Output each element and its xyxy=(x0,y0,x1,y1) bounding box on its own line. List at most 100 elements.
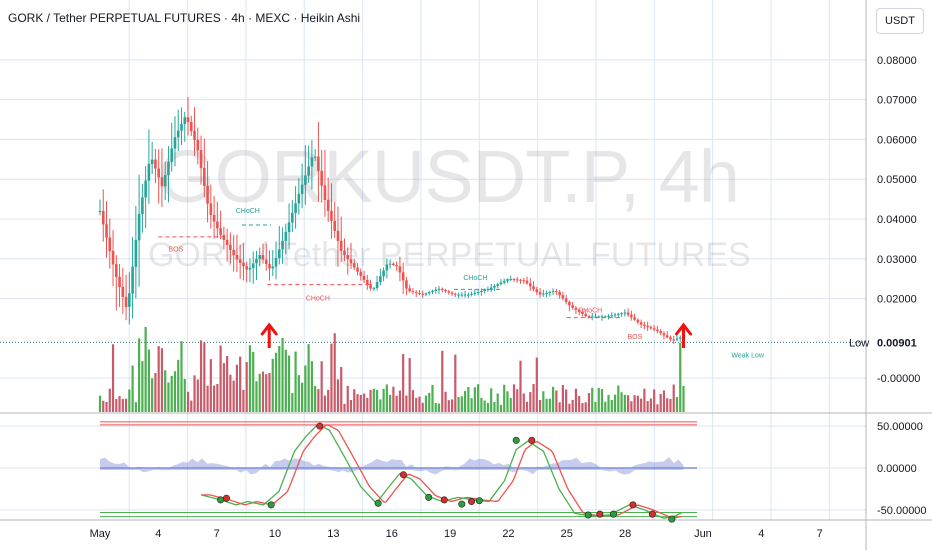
candle-body xyxy=(186,117,190,123)
time-axis-tick: 7 xyxy=(214,528,220,540)
stoch-cross-dot xyxy=(467,498,475,506)
volume-bar xyxy=(490,388,493,412)
volume-bar xyxy=(568,403,571,412)
volume-bar xyxy=(659,393,662,412)
candle-body xyxy=(333,220,337,231)
candle-body xyxy=(460,294,464,296)
candle-body xyxy=(408,288,411,292)
candle-body xyxy=(620,313,623,315)
volume-bar xyxy=(362,393,366,412)
volume-bar xyxy=(229,374,232,412)
volume-bar xyxy=(219,345,222,412)
candle-body xyxy=(118,276,121,287)
volume-bar xyxy=(190,400,193,412)
candle-body xyxy=(193,130,196,140)
currency-button[interactable]: USDT xyxy=(876,8,924,34)
candle-body xyxy=(519,279,522,281)
candle-body xyxy=(646,325,649,328)
structure-label: CHoCH xyxy=(463,275,487,282)
candle-body xyxy=(440,288,444,291)
volume-bar xyxy=(333,333,336,412)
volume-bar xyxy=(405,395,408,412)
volume-bar xyxy=(441,350,444,412)
candle-body xyxy=(633,317,636,320)
volume-bar xyxy=(317,389,320,412)
volume-bar xyxy=(522,393,525,412)
candle-body xyxy=(525,280,529,284)
candle-body xyxy=(522,280,526,282)
stoch-cross-dot xyxy=(668,515,676,523)
chart-title: GORK / Tether PERPETUAL FUTURES · 4h · M… xyxy=(8,11,361,25)
candle-body xyxy=(150,159,154,165)
volume-bar xyxy=(356,394,359,412)
candle-body xyxy=(502,280,506,283)
volume-bar xyxy=(610,399,613,412)
candle-body xyxy=(414,292,418,294)
candle-body xyxy=(349,259,353,264)
volume-bar xyxy=(529,392,532,412)
candle-body xyxy=(467,294,470,296)
candle-body xyxy=(235,254,239,260)
volume-bar xyxy=(291,393,294,412)
stoch-axis-tick: 50.00000 xyxy=(877,421,923,433)
volume-bar xyxy=(340,366,343,412)
candle-body xyxy=(545,292,548,294)
arrow-head xyxy=(260,322,278,336)
volume-bar xyxy=(203,342,206,412)
time-axis-tick: 28 xyxy=(619,528,631,540)
candle-body xyxy=(480,290,483,292)
volume-bar xyxy=(180,341,183,412)
price-axis-tick: 0.06000 xyxy=(877,134,917,146)
candle-body xyxy=(346,254,350,260)
candle-body xyxy=(398,266,402,273)
structure-label: Weak Low xyxy=(731,352,764,359)
stoch-cross-dot xyxy=(584,511,592,519)
volume-bar xyxy=(496,393,499,412)
candle-body xyxy=(431,290,434,293)
candle-body xyxy=(561,295,565,299)
candle-body xyxy=(483,289,486,291)
candle-body xyxy=(457,294,460,296)
price-axis-tick: -0.00000 xyxy=(877,373,920,385)
volume-bar xyxy=(128,389,131,412)
stoch-mid-band xyxy=(100,457,684,475)
price-axis-tick: 0.07000 xyxy=(877,95,917,107)
volume-bar xyxy=(480,397,483,412)
volume-bar xyxy=(310,361,313,412)
volume-bar xyxy=(239,356,242,412)
candle-body xyxy=(291,212,294,223)
time-axis-tick: 7 xyxy=(817,528,823,540)
volume-bar xyxy=(473,387,476,412)
volume-bar xyxy=(375,389,379,412)
candle-body xyxy=(669,337,672,340)
candle-body xyxy=(617,313,620,315)
structure-label: BOS xyxy=(627,334,642,341)
price-axis-tick: 0.04000 xyxy=(877,214,917,226)
volume-bar xyxy=(630,401,633,412)
volume-bar xyxy=(643,388,646,412)
candle-body xyxy=(678,337,682,339)
candle-body xyxy=(330,210,333,221)
candle-body xyxy=(317,156,320,172)
candle-body xyxy=(379,276,382,283)
candle-body xyxy=(313,156,317,158)
candle-body xyxy=(294,203,297,213)
volume-bar xyxy=(385,384,388,412)
candle-body xyxy=(639,322,643,325)
candle-body xyxy=(535,289,539,293)
candle-body xyxy=(659,331,662,334)
stoch-axis-tick: -50.00000 xyxy=(877,505,927,517)
volume-bar xyxy=(216,383,219,412)
volume-bar xyxy=(653,389,656,412)
candle-body xyxy=(323,185,327,201)
candle-body xyxy=(470,293,473,295)
candle-body xyxy=(336,230,340,241)
candle-body xyxy=(98,211,102,213)
candle-body xyxy=(284,231,288,241)
time-axis-tick: 4 xyxy=(155,528,161,540)
structure-label: CHoCH xyxy=(578,308,602,315)
candle-body xyxy=(630,314,633,318)
volume-bar xyxy=(131,365,134,412)
candle-body xyxy=(264,259,268,265)
